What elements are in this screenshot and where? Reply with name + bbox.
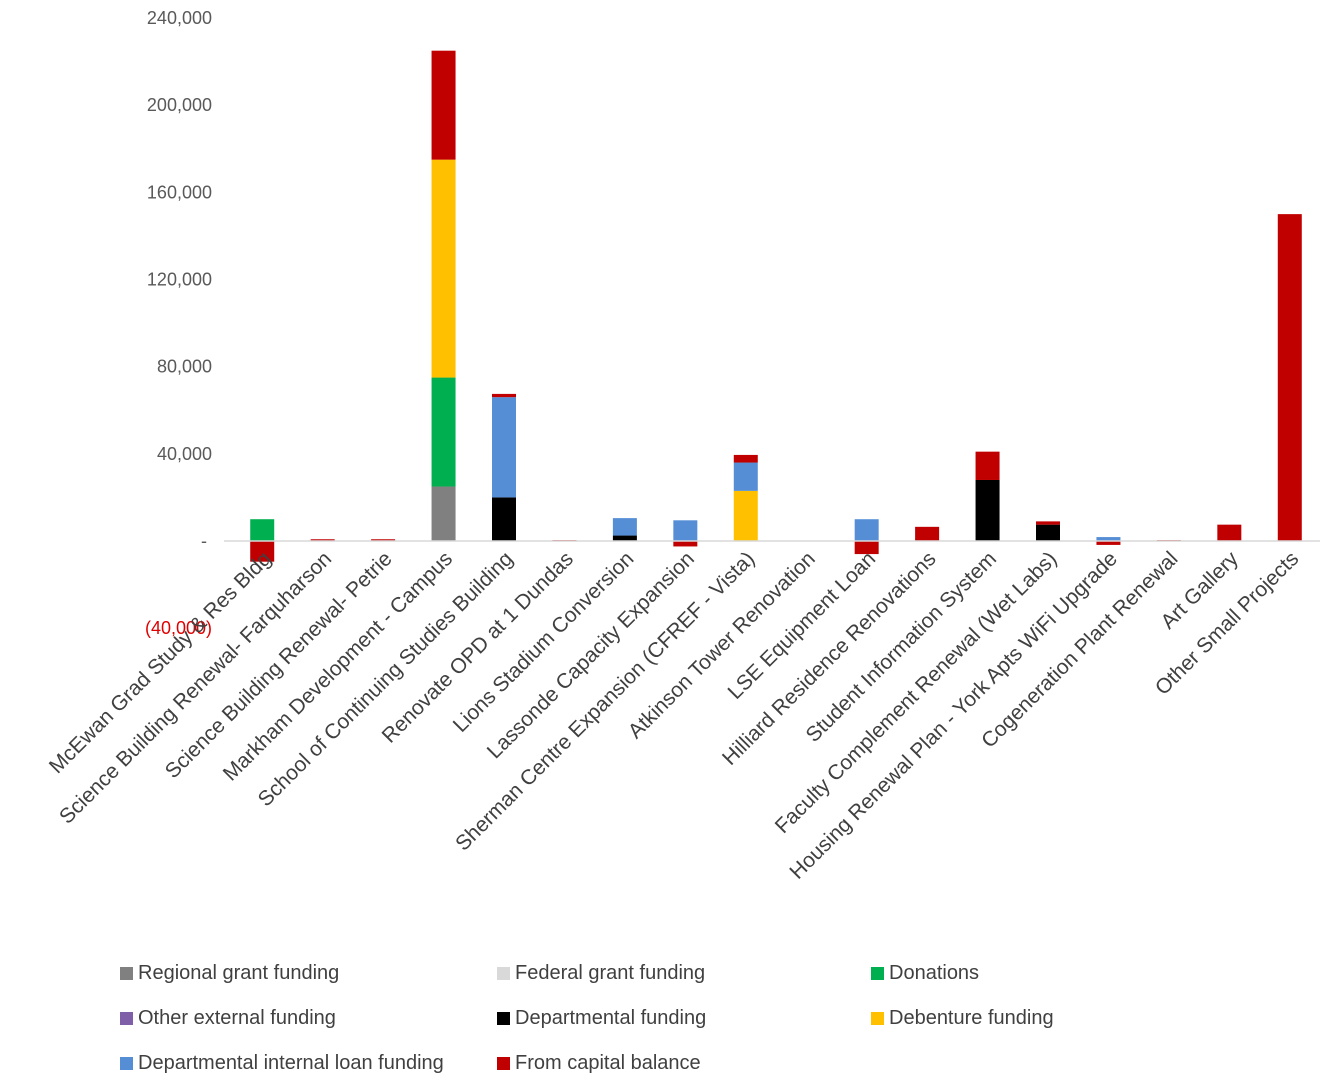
y-tick-label: 240,000 — [147, 8, 212, 28]
bar-segment — [915, 526, 940, 541]
x-category-label: Faculty Complement Renewal (Wet Labs) — [771, 547, 1062, 838]
bar-segment — [492, 397, 516, 498]
legend-swatch — [120, 1057, 133, 1070]
y-tick-label: 160,000 — [147, 182, 212, 202]
x-category-label: McEwan Grad Study & Res Bldg — [45, 547, 276, 778]
bar-segment — [612, 518, 637, 536]
bar-segment — [431, 159, 456, 378]
legend-swatch — [120, 1012, 133, 1025]
legend-item: Federal grant funding — [497, 962, 705, 985]
bar-segment — [975, 479, 1000, 541]
x-category-label: Science Building Renewal- Petrie — [161, 547, 397, 783]
y-tick-label: 120,000 — [147, 270, 212, 290]
bar-segment — [1277, 214, 1302, 541]
bar-segment — [1036, 521, 1060, 525]
legend-label: Departmental internal loan funding — [138, 1052, 444, 1074]
legend-item: Other external funding — [120, 1007, 336, 1030]
bar-segment — [673, 541, 698, 547]
bars — [250, 50, 1302, 562]
legend-label: Debenture funding — [889, 1007, 1054, 1029]
legend-swatch — [871, 967, 884, 980]
bar-segment — [1217, 524, 1242, 541]
bar-segment — [431, 377, 456, 487]
bar-segment — [310, 539, 335, 541]
bar-segment — [1096, 541, 1121, 545]
bar-segment — [492, 393, 516, 398]
bar-segment — [733, 490, 758, 541]
legend-swatch — [497, 1012, 510, 1025]
legend-label: From capital balance — [515, 1052, 701, 1074]
legend-swatch — [120, 967, 133, 980]
legend-label: Donations — [889, 962, 980, 984]
bar-segment — [975, 451, 1000, 480]
bar-segment — [733, 462, 758, 491]
legend-label: Federal grant funding — [515, 962, 706, 984]
legend-item: Departmental internal loan funding — [120, 1052, 444, 1075]
bar-segment — [492, 497, 516, 541]
bar-segment — [1096, 537, 1121, 541]
y-axis: 240,000 200,000 160,000 120,000 80,000 40,000… — [145, 8, 212, 638]
y-tick-label: (40,000) — [145, 618, 212, 638]
legend-item: Donations — [871, 962, 979, 985]
legend-item: From capital balance — [497, 1052, 701, 1075]
bar-segment — [1036, 524, 1060, 541]
legend-swatch — [497, 967, 510, 980]
bar-segment — [431, 486, 456, 541]
legend-label: Other external funding — [138, 1007, 336, 1029]
y-tick-label: - — [201, 531, 207, 551]
legend-swatch — [871, 1012, 884, 1025]
bar-segment — [371, 539, 396, 541]
legend-item: Debenture funding — [871, 1007, 1054, 1030]
legend-item: Regional grant funding — [120, 962, 339, 985]
legend-label: Regional grant funding — [138, 962, 340, 984]
bar-segment — [612, 535, 637, 541]
bar-segment — [431, 50, 456, 160]
stacked-bar-chart: 240,000 200,000 160,000 120,000 80,000 40,000… — [45, 8, 1320, 884]
bar-segment — [250, 519, 275, 541]
y-tick-label: 40,000 — [157, 444, 212, 464]
y-tick-label: 80,000 — [157, 357, 212, 377]
bar-segment — [733, 454, 758, 463]
bar-segment — [854, 541, 879, 555]
legend-item: Departmental funding — [497, 1007, 706, 1030]
bar-segment — [854, 519, 879, 541]
y-tick-label: 200,000 — [147, 95, 212, 115]
bar-segment — [250, 541, 275, 562]
legend-label: Departmental funding — [515, 1007, 707, 1029]
bar-segment — [673, 520, 698, 541]
legend-swatch — [497, 1057, 510, 1070]
